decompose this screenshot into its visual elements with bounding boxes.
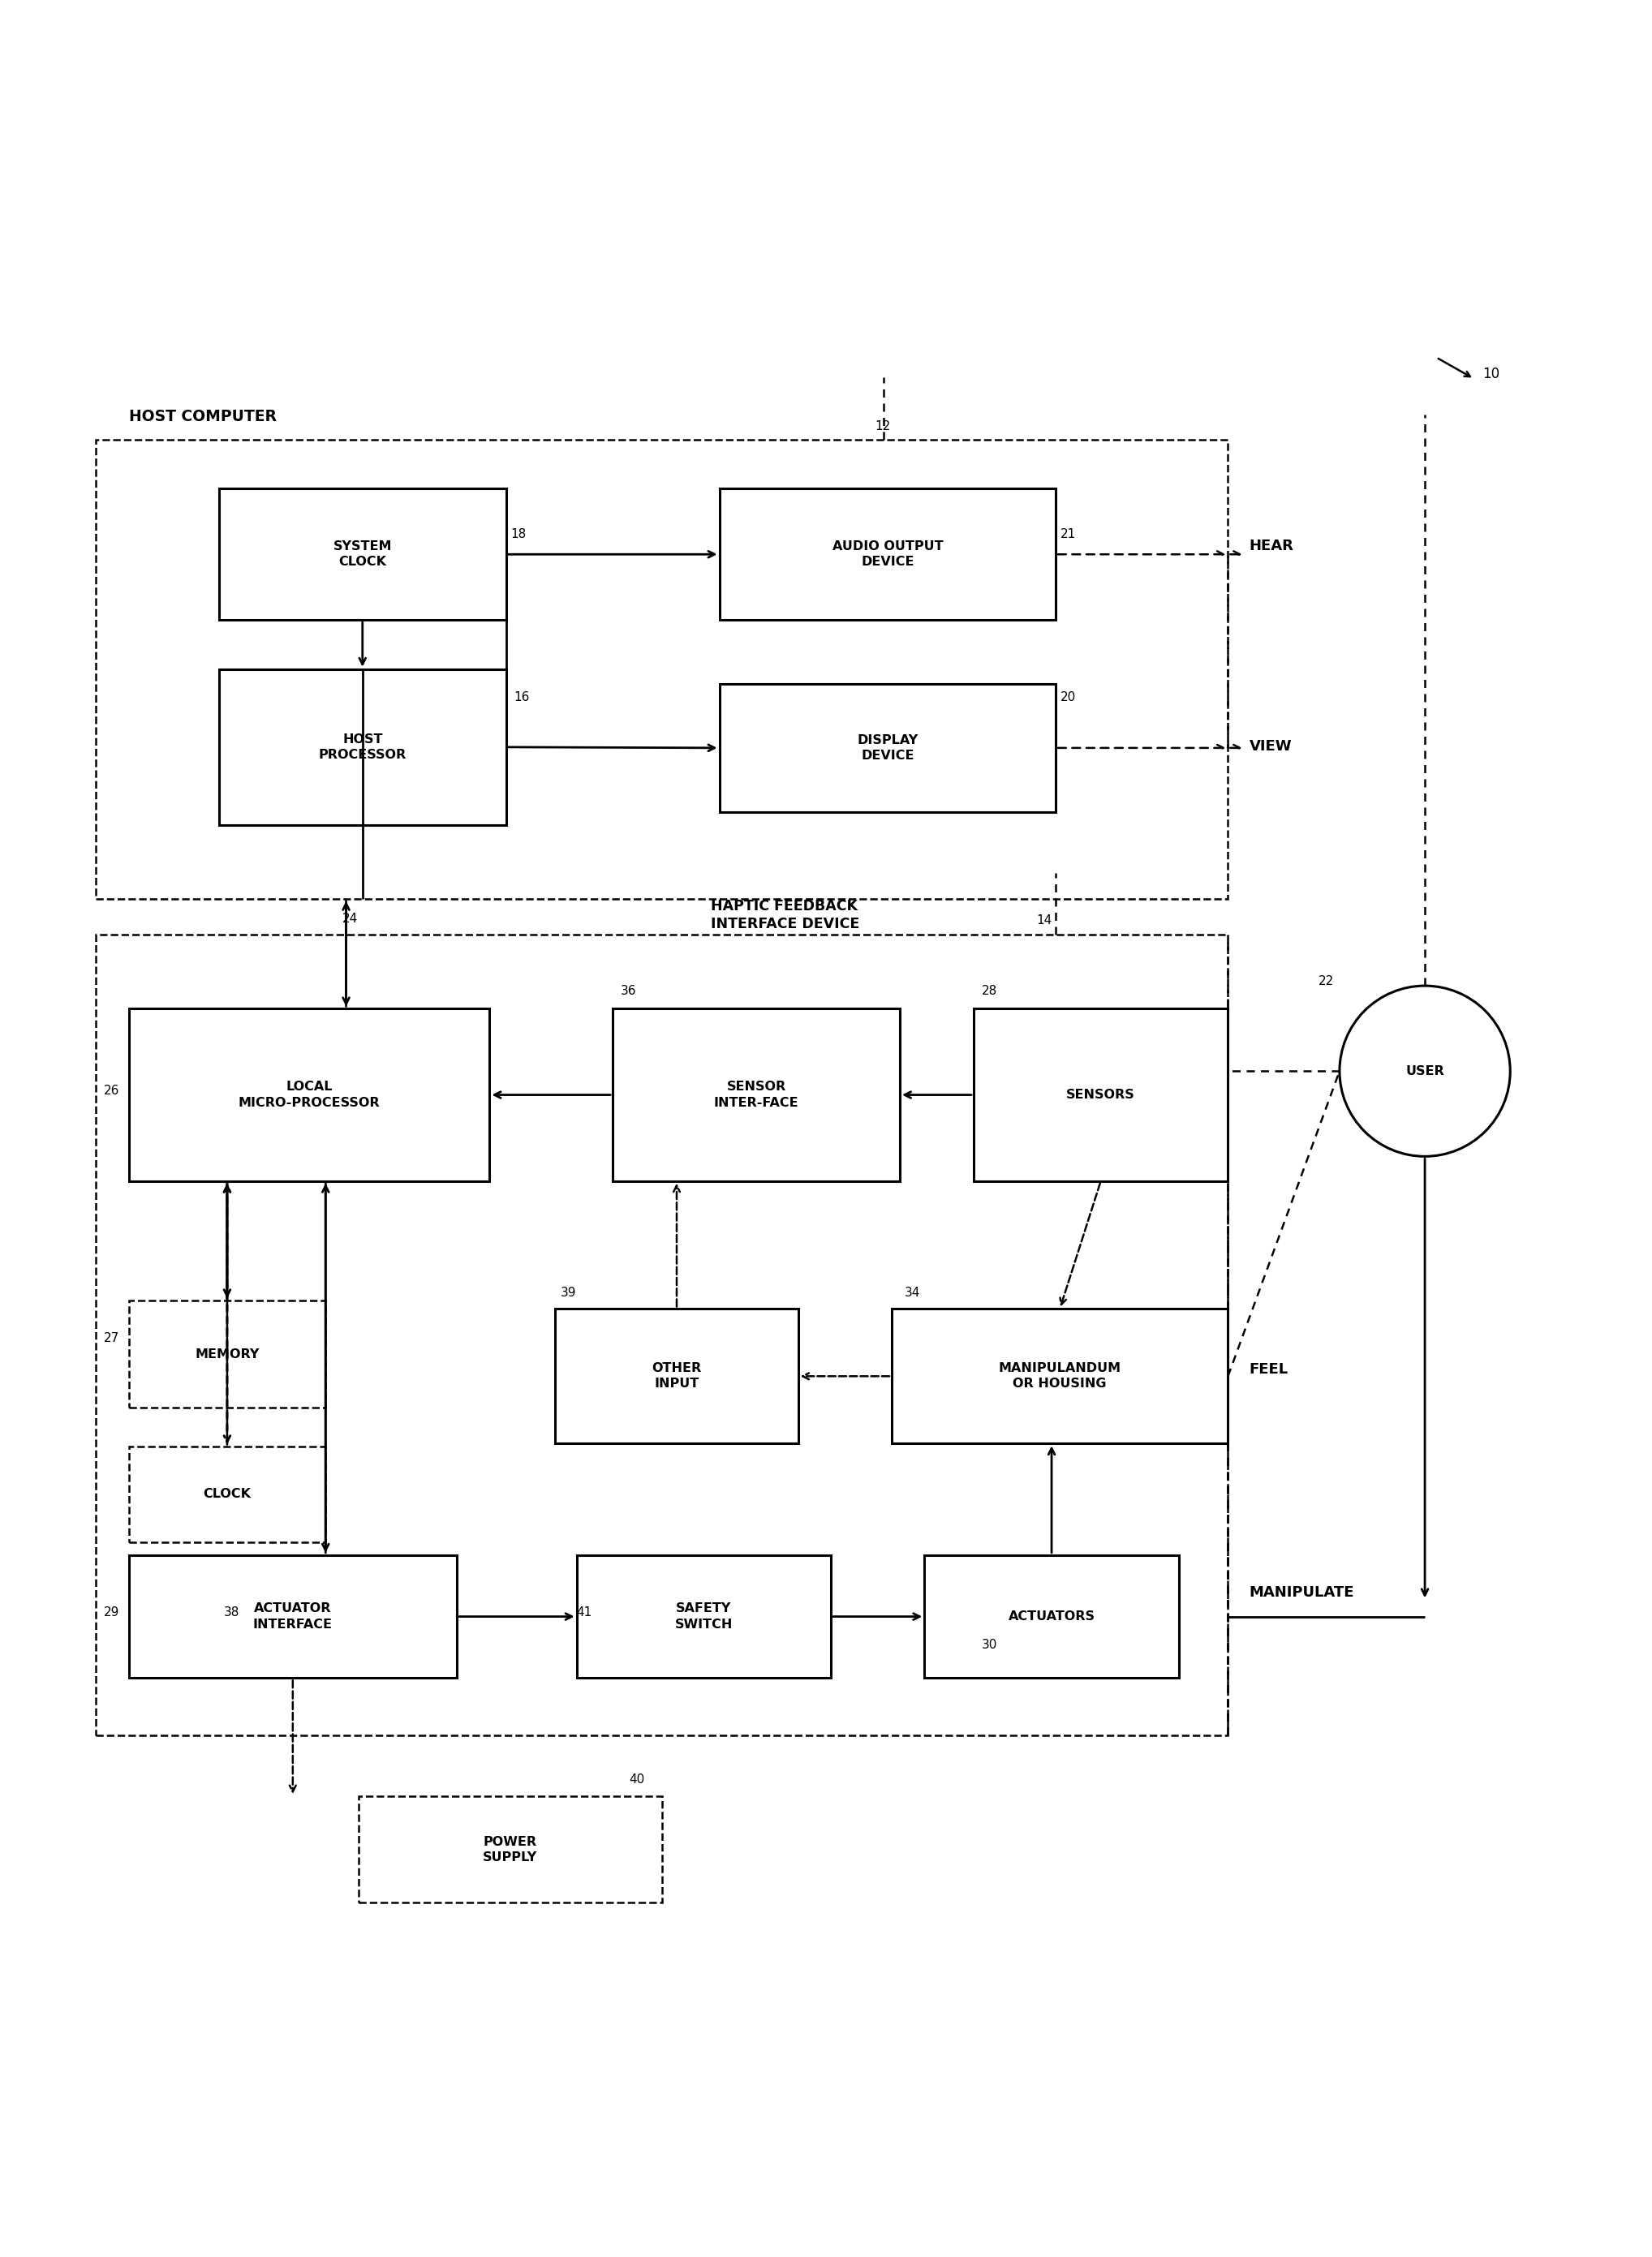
Bar (129, 1300, 325, 1408)
Bar (129, 1009, 489, 1180)
Text: ACTUATORS: ACTUATORS (1008, 1611, 1095, 1623)
Bar (129, 1555, 458, 1677)
Bar (719, 684, 1056, 813)
Text: MANIPULANDUM
OR HOUSING: MANIPULANDUM OR HOUSING (998, 1363, 1122, 1390)
Text: OTHER
INPUT: OTHER INPUT (653, 1363, 702, 1390)
Bar (925, 1555, 1180, 1677)
Text: DISPLAY
DEVICE: DISPLAY DEVICE (857, 734, 919, 763)
Bar (613, 1009, 900, 1180)
Text: ACTUATOR
INTERFACE: ACTUATOR INTERFACE (253, 1602, 332, 1630)
Bar (220, 668, 506, 826)
Text: 10: 10 (1482, 366, 1500, 381)
Text: 26: 26 (104, 1086, 121, 1097)
Bar (555, 1309, 798, 1444)
Text: 34: 34 (905, 1286, 920, 1298)
Text: HOST COMPUTER: HOST COMPUTER (129, 409, 276, 424)
Bar (719, 490, 1056, 621)
Text: 12: 12 (876, 420, 890, 433)
Text: 29: 29 (104, 1607, 121, 1618)
Bar (577, 1555, 831, 1677)
Text: 24: 24 (342, 912, 357, 925)
Text: SAFETY
SWITCH: SAFETY SWITCH (674, 1602, 733, 1630)
Text: SENSOR
INTER-FACE: SENSOR INTER-FACE (714, 1081, 798, 1108)
Text: 20: 20 (1061, 691, 1075, 704)
Text: 30: 30 (981, 1639, 998, 1652)
Text: HOST
PROCESSOR: HOST PROCESSOR (319, 734, 406, 761)
Text: VIEW: VIEW (1249, 738, 1292, 754)
Text: 14: 14 (1036, 914, 1052, 925)
Bar (129, 1447, 325, 1542)
Text: MANIPULATE: MANIPULATE (1249, 1584, 1355, 1600)
Text: 36: 36 (621, 984, 636, 998)
Text: 18: 18 (510, 528, 527, 542)
Bar (96, 934, 1227, 1736)
Text: HAPTIC FEEDBACK
INTERFACE DEVICE: HAPTIC FEEDBACK INTERFACE DEVICE (710, 898, 859, 932)
Text: 39: 39 (560, 1286, 577, 1298)
Circle shape (1340, 986, 1510, 1156)
Text: MEMORY: MEMORY (195, 1347, 259, 1361)
Text: LOCAL
MICRO-PROCESSOR: LOCAL MICRO-PROCESSOR (238, 1081, 380, 1108)
Text: 22: 22 (1318, 975, 1333, 986)
Text: 40: 40 (629, 1774, 644, 1785)
Text: SENSORS: SENSORS (1067, 1088, 1135, 1101)
Text: 38: 38 (225, 1607, 240, 1618)
Bar (892, 1309, 1227, 1444)
Text: CLOCK: CLOCK (203, 1487, 251, 1501)
Text: 27: 27 (104, 1332, 119, 1345)
Bar (96, 440, 1227, 898)
Text: SYSTEM
CLOCK: SYSTEM CLOCK (334, 539, 392, 569)
Text: POWER
SUPPLY: POWER SUPPLY (482, 1835, 537, 1864)
Text: 41: 41 (577, 1607, 591, 1618)
Bar (358, 1797, 662, 1903)
Text: FEEL: FEEL (1249, 1363, 1289, 1377)
Text: 21: 21 (1061, 528, 1075, 542)
Bar (220, 490, 506, 621)
Text: 16: 16 (514, 691, 530, 704)
Text: AUDIO OUTPUT
DEVICE: AUDIO OUTPUT DEVICE (833, 539, 943, 569)
Text: HEAR: HEAR (1249, 539, 1294, 553)
Text: 28: 28 (981, 984, 998, 998)
Bar (973, 1009, 1227, 1180)
Text: USER: USER (1406, 1065, 1444, 1077)
